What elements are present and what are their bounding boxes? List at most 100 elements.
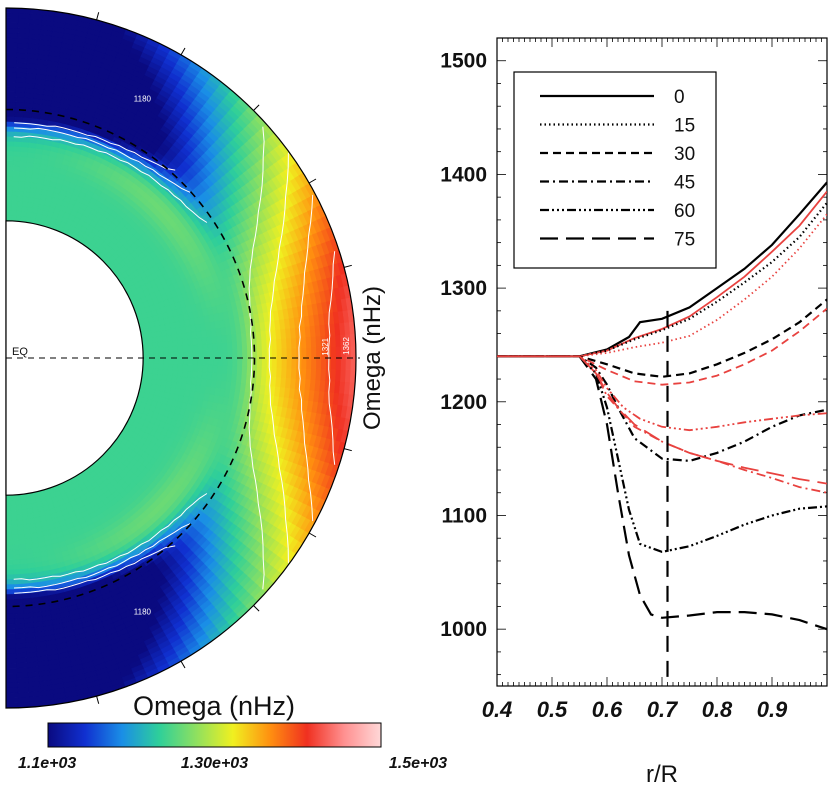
- map-cell: [285, 337, 293, 349]
- map-cell: [212, 364, 219, 374]
- map-cell: [241, 340, 248, 351]
- map-cell: [18, 175, 26, 182]
- map-cell: [207, 343, 214, 352]
- map-cell: [182, 363, 189, 372]
- map-cell: [12, 170, 20, 177]
- map-cell: [311, 357, 317, 370]
- rim-tick: [343, 264, 352, 268]
- map-cell: [6, 81, 16, 88]
- map-cell: [182, 344, 189, 353]
- map-cell: [285, 367, 293, 379]
- map-cell: [6, 126, 15, 132]
- map-cell: [256, 339, 263, 350]
- map-cell: [320, 357, 327, 370]
- map-cell: [187, 357, 194, 365]
- map-cell: [6, 170, 13, 177]
- map-cell: [15, 504, 23, 511]
- map-cell: [6, 584, 15, 590]
- map-cell: [187, 351, 194, 359]
- map-cell: [281, 367, 288, 378]
- map-cell: [197, 357, 204, 366]
- map-cell: [212, 357, 219, 366]
- map-cell: [16, 677, 30, 684]
- map-cell: [237, 349, 243, 359]
- map-cell: [16, 52, 28, 59]
- map-cell: [226, 365, 233, 375]
- map-cell: [236, 365, 243, 375]
- colorbar-title: Omega (nHz): [133, 691, 295, 721]
- map-cell: [16, 667, 29, 674]
- map-cell: [191, 370, 199, 379]
- map-cell: [157, 341, 164, 348]
- rim-tick: [253, 605, 260, 612]
- map-cell: [300, 367, 307, 380]
- map-cell: [182, 338, 189, 346]
- map-cell: [221, 372, 228, 382]
- map-cell: [6, 579, 15, 586]
- map-cell: [14, 608, 25, 615]
- map-cell: [350, 357, 356, 371]
- map-cell: [6, 135, 15, 142]
- map-cell: [6, 574, 15, 581]
- map-cell: [6, 623, 16, 630]
- rim-tick: [96, 12, 100, 21]
- map-cell: [182, 357, 189, 365]
- map-cell: [162, 368, 169, 376]
- map-cell: [6, 96, 16, 103]
- map-cell: [6, 17, 19, 24]
- map-cell: [148, 352, 155, 359]
- map-cell: [11, 514, 18, 521]
- map-cell: [6, 702, 19, 708]
- map-cell: [6, 638, 17, 645]
- map-cell: [217, 357, 224, 366]
- map-cell: [197, 350, 204, 359]
- map-cell: [153, 357, 160, 364]
- map-cell: [227, 349, 234, 359]
- map-cell: [167, 340, 174, 348]
- map-cell: [16, 509, 23, 516]
- map-cell: [142, 367, 149, 374]
- map-cell: [242, 349, 248, 359]
- map-cell: [212, 342, 219, 352]
- map-cell: [6, 658, 18, 664]
- map-cell: [6, 525, 13, 531]
- map-cell: [191, 337, 199, 346]
- map-cell: [202, 350, 209, 359]
- legend-label-15: 15: [674, 116, 695, 137]
- map-cell: [16, 190, 24, 197]
- map-cell: [177, 339, 184, 347]
- map-cell: [16, 195, 24, 202]
- map-cell: [17, 692, 31, 699]
- map-cell: [167, 363, 174, 371]
- map-cell: [10, 495, 17, 502]
- map-cell: [330, 346, 337, 359]
- map-cell: [192, 364, 199, 372]
- map-cell: [153, 352, 160, 359]
- map-cell: [6, 209, 12, 216]
- map-cell: [172, 339, 179, 347]
- rim-tick: [308, 178, 317, 184]
- map-cell: [192, 357, 199, 366]
- y-tick-label: 1000: [440, 618, 487, 641]
- map-cell: [15, 647, 27, 654]
- x-axis-title: r/R: [646, 761, 678, 788]
- map-cell: [212, 350, 219, 359]
- rim-tick: [343, 448, 352, 452]
- x-tick-label: 0.7: [647, 697, 679, 722]
- map-cell: [158, 357, 165, 364]
- map-cell: [6, 185, 13, 191]
- map-cell: [276, 338, 283, 349]
- map-cell: [10, 209, 17, 216]
- map-cell: [261, 348, 268, 359]
- x-tick-label: 0.4: [482, 697, 513, 722]
- x-tick-label: 0.9: [757, 697, 788, 722]
- map-cell: [17, 529, 25, 536]
- map-cell: [6, 160, 14, 167]
- map-cell: [6, 618, 16, 625]
- map-cell: [281, 338, 288, 349]
- contour-label: 1180: [134, 95, 152, 104]
- map-cell: [14, 111, 24, 118]
- map-cell: [6, 682, 18, 689]
- map-cell: [12, 559, 21, 566]
- map-cell: [6, 554, 14, 561]
